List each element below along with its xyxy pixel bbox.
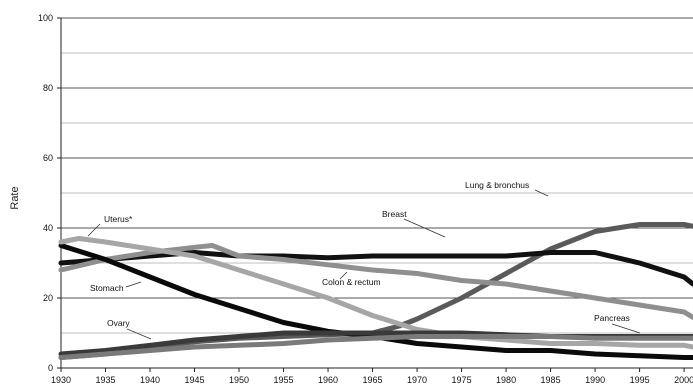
annotation-breast: Breast bbox=[382, 209, 407, 219]
annotation-ovary: Ovary bbox=[107, 318, 130, 328]
x-tick-label: 1940 bbox=[140, 375, 160, 385]
axes: 0 20 40 60 80 100 1930 1935 1940 1945 1950 1955 1960… bbox=[38, 13, 693, 385]
x-tick-label: 1965 bbox=[363, 375, 383, 385]
y-tick-label: 40 bbox=[43, 223, 53, 233]
x-tick-label: 1930 bbox=[51, 375, 71, 385]
leader-line-colon-rectum bbox=[339, 271, 348, 280]
y-tick-label: 0 bbox=[48, 363, 53, 373]
annotation-lung-bronchus: Lung & bronchus bbox=[465, 180, 529, 190]
y-tick-label: 80 bbox=[43, 83, 53, 93]
x-tick-label: 1990 bbox=[585, 375, 605, 385]
annotation-pancreas: Pancreas bbox=[594, 313, 630, 323]
y-tick-label: 100 bbox=[38, 13, 53, 23]
grid bbox=[61, 17, 693, 334]
x-tick-label: 1950 bbox=[229, 375, 249, 385]
leader-line-breast bbox=[403, 218, 446, 238]
series-line-uterus bbox=[58, 236, 693, 350]
annotations: Uterus* Breast Lung & bronchus Stomach Colon… bbox=[87, 180, 641, 340]
leader-line-pancreas bbox=[611, 323, 641, 334]
series-line-stomach bbox=[58, 243, 693, 360]
x-tick-label: 1995 bbox=[630, 375, 650, 385]
x-tick-label: 1960 bbox=[318, 375, 338, 385]
x-tick-label: 1985 bbox=[541, 375, 561, 385]
y-tick-label: 20 bbox=[43, 293, 53, 303]
series-line-colon-rectum bbox=[58, 243, 693, 320]
annotation-colon-rectum: Colon & rectum bbox=[322, 277, 381, 287]
leader-line-uterus bbox=[87, 223, 101, 237]
x-tick-label: 1955 bbox=[274, 375, 294, 385]
x-tick-label: 1970 bbox=[407, 375, 427, 385]
annotation-uterus: Uterus* bbox=[104, 214, 133, 224]
x-tick-label: 1980 bbox=[496, 375, 516, 385]
series-lines bbox=[58, 222, 693, 360]
x-tick-label: 1975 bbox=[452, 375, 472, 385]
annotation-stomach: Stomach bbox=[90, 283, 124, 293]
leader-line-lung-bronchus bbox=[534, 189, 549, 197]
leader-line-ovary bbox=[126, 328, 152, 340]
x-tick-label: 2000 bbox=[674, 375, 693, 385]
leader-line-stomach bbox=[125, 281, 142, 288]
x-tick-label: 1935 bbox=[95, 375, 115, 385]
y-axis-title: Rate bbox=[9, 186, 21, 209]
series-line-pancreas bbox=[58, 334, 693, 360]
y-tick-label: 60 bbox=[43, 153, 53, 163]
x-tick-label: 1945 bbox=[185, 375, 205, 385]
